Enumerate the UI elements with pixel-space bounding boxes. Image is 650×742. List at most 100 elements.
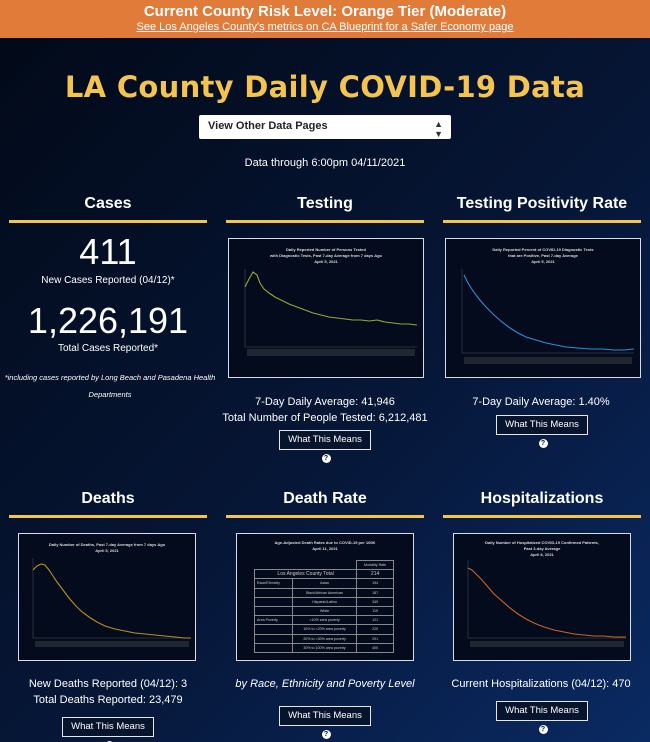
hospitalizations-what-this-means-button[interactable]: What This Means? bbox=[496, 701, 588, 734]
table-row: 20% to <30% area poverty 291 bbox=[254, 633, 394, 644]
cases-footnote: *including cases reported by Long Beach … bbox=[4, 373, 216, 399]
positivity-average: 7-Day Daily Average: 1.40% bbox=[472, 396, 610, 408]
deaths-chart-title-1: Daily Number of Deaths, Past 7-day Avera… bbox=[49, 542, 166, 547]
testing-title: Testing bbox=[297, 195, 353, 212]
cases-divider bbox=[9, 220, 207, 223]
death-rate-chart-title-2: April 11, 2021 bbox=[312, 546, 338, 551]
hospitalizations-chart[interactable]: Daily Number of Hospitalized COVID-19 Co… bbox=[453, 533, 631, 661]
cases-title: Cases bbox=[84, 195, 132, 212]
hosp-chart-title-2: Past 3-day Average bbox=[524, 546, 561, 551]
new-cases-label: New Cases Reported (04/12)* bbox=[41, 275, 175, 286]
deaths-what-this-means-button[interactable]: What This Means? bbox=[62, 717, 154, 742]
help-icon: ? bbox=[321, 454, 331, 463]
positivity-chart-title-3: April 5, 2021 bbox=[531, 259, 555, 264]
row-value: 194 bbox=[356, 578, 394, 589]
testing-what-this-means-button[interactable]: What This Means? bbox=[279, 430, 371, 463]
row-label: 20% to <30% area poverty bbox=[291, 633, 358, 644]
row-label: Asian bbox=[291, 578, 358, 589]
positivity-title: Testing Positivity Rate bbox=[456, 195, 628, 212]
county-total-label: Los Angeles County Total bbox=[253, 569, 358, 580]
row-label: White bbox=[291, 605, 358, 617]
row-group: Race/Ethnicity bbox=[254, 578, 293, 589]
row-label: 10% to <20% area poverty bbox=[291, 624, 358, 635]
mortality-rate-header: Mortality Rate bbox=[356, 559, 394, 571]
row-value: 119 bbox=[356, 605, 394, 617]
deaths-divider bbox=[9, 515, 207, 518]
testing-chart-title-1: Daily Reported Number of Persons Tested bbox=[286, 247, 367, 252]
select-caret-icon: ▲ ▼ bbox=[434, 119, 443, 139]
row-label: Hispanic/Latino bbox=[291, 596, 358, 607]
risk-level-title: Current County Risk Level: Orange Tier (… bbox=[143, 3, 507, 20]
blueprint-link[interactable]: See Los Angeles County's metrics on CA B… bbox=[136, 21, 514, 33]
total-cases-label: Total Cases Reported* bbox=[57, 343, 159, 354]
help-icon: ? bbox=[321, 730, 331, 739]
new-deaths: New Deaths Reported (04/12): 3 bbox=[28, 678, 188, 690]
row-value: 400 bbox=[356, 642, 394, 653]
new-cases-count: 411 bbox=[79, 231, 137, 272]
row-value: 121 bbox=[356, 615, 394, 626]
death-rate-divider bbox=[226, 515, 424, 518]
row-value: 220 bbox=[356, 624, 394, 635]
positivity-chart[interactable]: Daily Reported Percent of COVID-19 Diagn… bbox=[445, 238, 641, 378]
current-hospitalizations: Current Hospitalizations (04/12): 470 bbox=[451, 678, 631, 690]
row-label: <10% area poverty bbox=[291, 615, 358, 626]
positivity-chart-title-1: Daily Reported Percent of COVID-19 Diagn… bbox=[492, 247, 594, 252]
death-rate-chart-title-1: Age-Adjusted Death Rates due to COVID-19… bbox=[275, 540, 376, 545]
hospitalizations-divider bbox=[443, 515, 641, 518]
row-group bbox=[254, 596, 293, 607]
table-row: Race/Ethnicity Asian 194 bbox=[254, 578, 394, 589]
row-group bbox=[254, 605, 293, 617]
table-row: 10% to <20% area poverty 220 bbox=[254, 624, 394, 635]
table-row: Area Poverty <10% area poverty 121 bbox=[254, 615, 394, 626]
total-cases-count: 1,226,191 bbox=[27, 300, 189, 341]
testing-divider bbox=[226, 220, 424, 223]
data-pages-select-label: View Other Data Pages bbox=[208, 120, 328, 132]
deaths-series-line bbox=[32, 563, 191, 639]
help-icon: ? bbox=[538, 439, 548, 448]
table-row: Black/African American 187 bbox=[254, 587, 394, 598]
table-row: Hispanic/Latino 349 bbox=[254, 596, 394, 607]
risk-level-banner: Current County Risk Level: Orange Tier (… bbox=[0, 0, 650, 38]
row-group bbox=[254, 633, 293, 644]
testing-total: Total Number of People Tested: 6,212,481 bbox=[222, 412, 428, 424]
hosp-button-label: What This Means bbox=[505, 705, 579, 716]
death-rate-table: Mortality Rate Los Angeles County Total … bbox=[253, 559, 394, 653]
row-value: 291 bbox=[356, 633, 394, 644]
row-group bbox=[254, 587, 293, 598]
positivity-series-line bbox=[463, 274, 635, 351]
row-value: 349 bbox=[356, 596, 394, 607]
death-rate-button-label: What This Means bbox=[288, 710, 362, 721]
positivity-button-label: What This Means bbox=[505, 419, 579, 430]
testing-chart[interactable]: Daily Reported Number of Persons Tested … bbox=[228, 238, 424, 378]
deaths-title: Deaths bbox=[81, 490, 135, 507]
death-rate-title: Death Rate bbox=[283, 490, 367, 507]
data-through-date: Data through 6:00pm 04/11/2021 bbox=[244, 157, 406, 169]
total-deaths: Total Deaths Reported: 23,479 bbox=[33, 694, 183, 706]
row-value: 187 bbox=[356, 587, 394, 598]
hosp-chart-title-1: Daily Number of Hospitalized COVID-19 Co… bbox=[485, 540, 599, 545]
positivity-what-this-means-button[interactable]: What This Means? bbox=[496, 415, 588, 448]
hosp-chart-title-3: April 8, 2021 bbox=[530, 552, 554, 557]
positivity-divider bbox=[443, 220, 641, 223]
deaths-chart-title-2: April 5, 2021 bbox=[95, 548, 119, 553]
testing-button-label: What This Means bbox=[288, 434, 362, 445]
testing-average: 7-Day Daily Average: 41,946 bbox=[255, 396, 395, 408]
help-icon: ? bbox=[538, 725, 548, 734]
hospitalizations-title: Hospitalizations bbox=[480, 490, 604, 507]
positivity-chart-title-2: that are Positive, Past 7-day Average bbox=[508, 253, 579, 258]
row-group bbox=[254, 642, 293, 653]
table-row: White 119 bbox=[254, 605, 394, 617]
page-title: LA County Daily COVID-19 Data bbox=[64, 70, 586, 104]
testing-series-line bbox=[244, 271, 418, 326]
testing-chart-title-3: April 5, 2021 bbox=[314, 259, 338, 264]
data-pages-select[interactable]: View Other Data Pages ▲ ▼ bbox=[199, 115, 451, 139]
hospitalizations-series-line bbox=[467, 567, 626, 638]
table-row: 30% to 100% area poverty 400 bbox=[254, 642, 394, 653]
deaths-button-label: What This Means bbox=[71, 721, 145, 732]
county-total-value: 214 bbox=[356, 569, 394, 580]
deaths-chart[interactable]: Daily Number of Deaths, Past 7-day Avera… bbox=[18, 533, 196, 661]
row-group bbox=[254, 624, 293, 635]
row-label: 30% to 100% area poverty bbox=[291, 642, 358, 653]
row-label: Black/African American bbox=[291, 587, 358, 598]
death-rate-what-this-means-button[interactable]: What This Means? bbox=[279, 706, 371, 739]
